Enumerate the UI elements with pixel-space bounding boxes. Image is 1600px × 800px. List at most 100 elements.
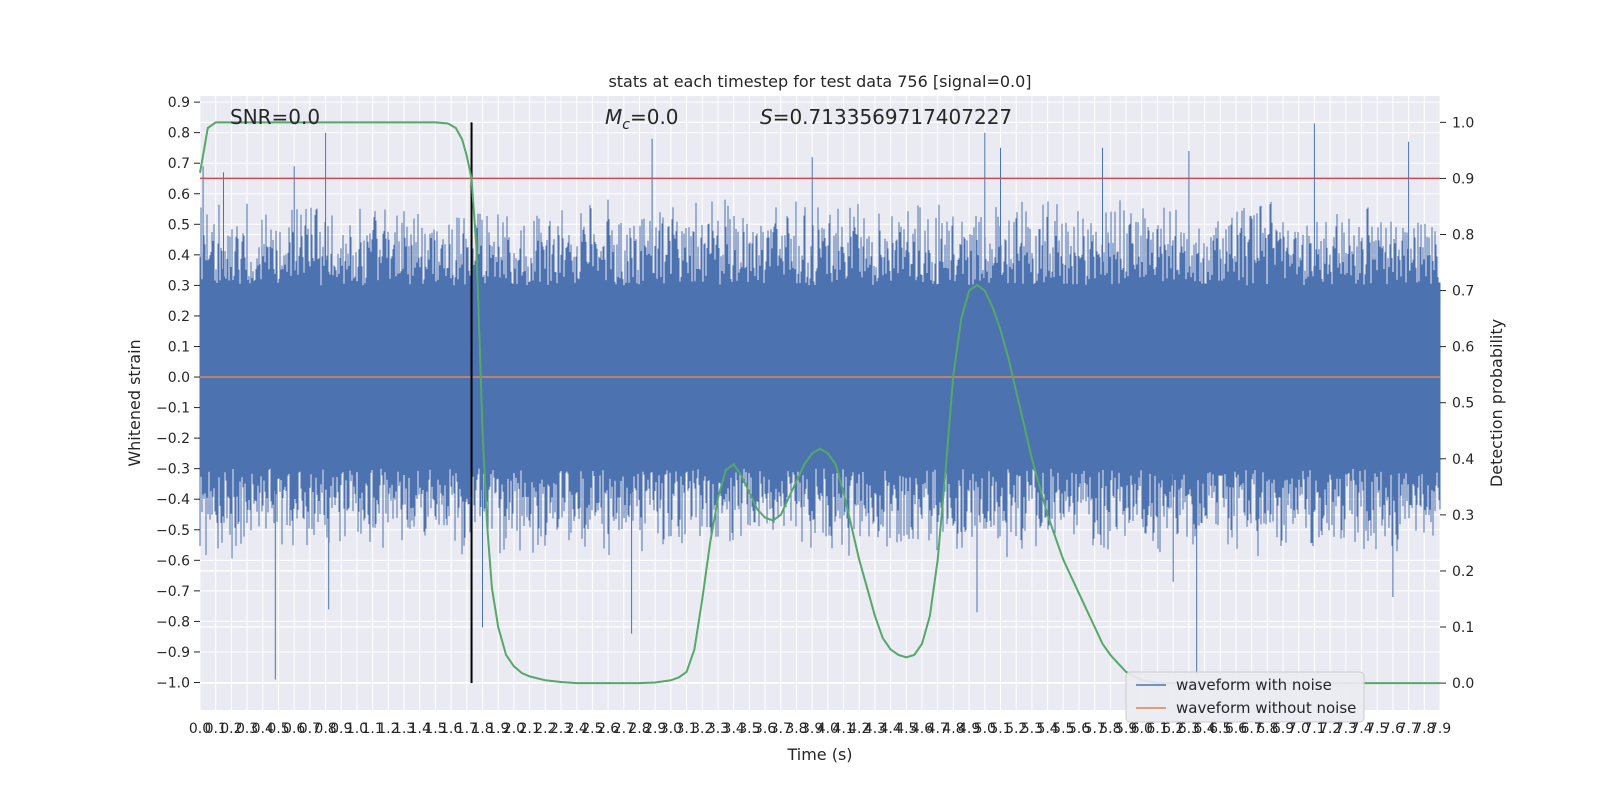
s-value: =0.7133569717407227 [773,105,1012,129]
x-tick-label: 3.5 [738,721,760,737]
legend: waveform with noise waveform without noi… [1125,671,1365,723]
legend-box [1125,671,1365,723]
x-tick-label: 4.2 [848,721,870,737]
x-tick-label: 2.1 [518,721,540,737]
x-tick-label: 1.2 [377,721,399,737]
x-tick-label: 2.0 [503,721,525,737]
x-tick-label: 3.1 [675,721,697,737]
x-tick-label: 5.8 [1099,721,1121,737]
x-tick-label: 4.7 [927,721,949,737]
x-tick-label: 3.9 [801,721,823,737]
x-tick-label: 0.4 [252,721,274,737]
x-tick-label: 3.7 [770,721,792,737]
y2-axis-ticks: 1.0 0.9 0.8 0.7 0.6 0.5 0.4 0.3 0.2 0.1 0.0 [1440,115,1474,692]
x-tick-label: 6.6 [1225,721,1247,737]
x-tick-label: 5.1 [989,721,1011,737]
s-symbol: S [760,105,773,129]
snr-annotation: SNR=0.0 [230,105,320,129]
x-tick-label: 1.8 [471,721,493,737]
x-tick-label: 4.5 [895,721,917,737]
y2-tick-label: 0.6 [1452,340,1474,356]
detection-probability-line [199,121,1440,685]
x-tick-label: 5.3 [1021,721,1043,737]
detection-probability-trace [199,121,1440,685]
x-tick-label: 6.9 [1272,721,1294,737]
legend-label-clean: waveform without noise [1176,699,1356,717]
x-tick-label: 7.7 [1397,721,1419,737]
x-tick-label: 5.5 [1052,721,1074,737]
chart-title: stats at each timestep for test data 756… [608,72,1031,91]
y-tick-label: 0.8 [168,126,190,142]
x-tick-label: 4.6 [911,721,933,737]
y2-tick-label: 0.8 [1452,228,1474,244]
x-tick-label: 0.7 [299,721,321,737]
y2-tick-label: 0.1 [1452,620,1474,636]
y2-axis-label: Detection probability [1487,319,1506,487]
y-tick-label: 0.4 [168,248,190,264]
x-tick-label: 5.0 [974,721,996,737]
x-tick-label: 7.5 [1366,721,1388,737]
mc-subscript: c [622,117,630,133]
x-tick-label: 0.8 [314,721,336,737]
x-axis-label: Time (s) [786,745,852,764]
mc-symbol: M [605,105,622,129]
x-tick-label: 2.9 [644,721,666,737]
x-tick-label: 6.5 [1209,721,1231,737]
y-tick-label: −0.9 [156,645,190,661]
x-tick-label: 0.2 [220,721,242,737]
x-tick-label: 0.6 [283,721,305,737]
y-tick-label: −0.7 [156,584,190,600]
x-tick-label: 5.4 [1036,721,1058,737]
y2-tick-label: 0.7 [1452,284,1474,300]
x-tick-label: 2.6 [597,721,619,737]
x-tick-label: 7.1 [1303,721,1325,737]
x-tick-label: 0.5 [267,721,289,737]
x-tick-label: 7.8 [1413,721,1435,737]
x-tick-label: 1.7 [456,721,478,737]
x-tick-label: 3.4 [723,721,745,737]
x-tick-label: 1.0 [346,721,368,737]
y-tick-label: 0.2 [168,309,190,325]
x-tick-label: 5.2 [1005,721,1027,737]
x-tick-label: 6.1 [1146,721,1168,737]
x-tick-label: 1.1 [362,721,384,737]
x-tick-label: 1.6 [440,721,462,737]
x-tick-label: 4.8 [942,721,964,737]
score-annotation: S=0.7133569717407227 [760,105,1012,129]
x-tick-label: 3.0 [660,721,682,737]
x-tick-label: 5.7 [1084,721,1106,737]
x-tick-label: 0.0 [189,721,211,737]
x-tick-label: 4.1 [832,721,854,737]
legend-label-noise: waveform with noise [1176,676,1332,694]
y-axis-label: Whitened strain [125,339,144,466]
x-tick-label: 6.4 [1193,721,1215,737]
y2-tick-label: 0.5 [1452,396,1474,412]
x-tick-label: 3.2 [691,721,713,737]
x-axis-ticks: 0.00.10.20.30.40.50.60.70.80.91.01.11.21… [189,721,1451,737]
y-tick-label: −1.0 [156,676,190,692]
x-tick-label: 7.9 [1429,721,1451,737]
x-tick-label: 6.0 [1131,721,1153,737]
x-tick-label: 7.2 [1319,721,1341,737]
y-tick-label: 0.0 [168,370,190,386]
y2-tick-label: 0.0 [1452,676,1474,692]
y2-tick-label: 1.0 [1452,115,1474,131]
x-tick-label: 7.3 [1335,721,1357,737]
mc-value: =0.0 [630,105,679,129]
x-tick-label: 2.5 [581,721,603,737]
x-tick-label: 2.4 [566,721,588,737]
x-tick-label: 1.3 [393,721,415,737]
x-tick-label: 6.2 [1162,721,1184,737]
x-tick-label: 7.4 [1350,721,1372,737]
y-tick-label: 0.3 [168,278,190,294]
x-tick-label: 5.9 [1115,721,1137,737]
y-tick-label: 0.9 [168,95,190,111]
x-tick-label: 3.6 [754,721,776,737]
y-axis-ticks: 0.9 0.8 0.7 0.6 0.5 0.4 0.3 0.2 0.1 0.0 −0.1 −0.2 −0… [156,95,200,692]
x-tick-label: 0.1 [205,721,227,737]
x-tick-label: 0.9 [330,721,352,737]
x-tick-label: 6.3 [1178,721,1200,737]
y-tick-label: −0.6 [156,553,190,569]
x-tick-label: 0.3 [236,721,258,737]
